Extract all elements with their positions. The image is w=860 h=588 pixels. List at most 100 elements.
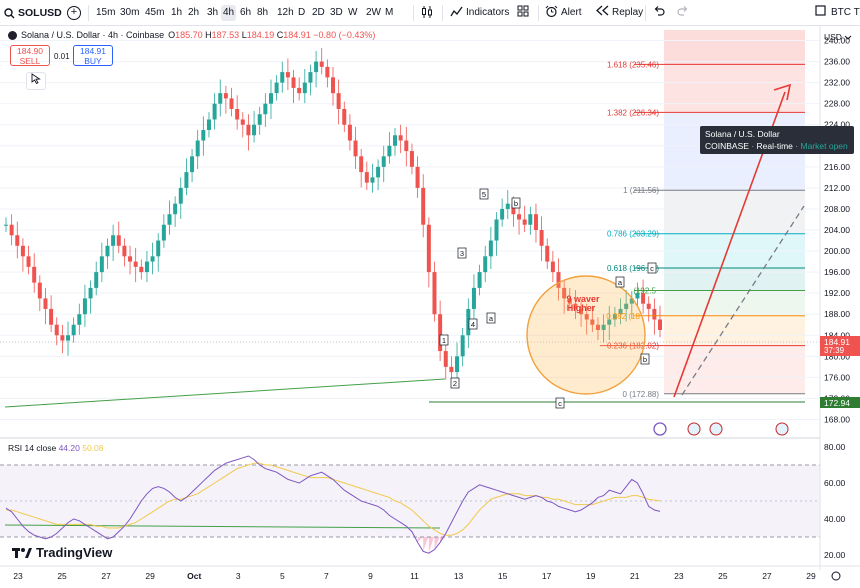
annotation-line2: Higher <box>567 303 596 313</box>
compare-label: BTC T <box>831 7 860 18</box>
candle-body <box>66 335 71 341</box>
candle-up <box>466 298 471 348</box>
price-tick-label: 196.00 <box>824 267 850 277</box>
layouts-button[interactable] <box>517 5 529 21</box>
price-axis-bg[interactable] <box>820 26 860 570</box>
compare-button[interactable]: BTC T <box>815 5 860 21</box>
buy-button[interactable]: 184.91 BUY <box>73 45 113 66</box>
replay-button[interactable]: Replay <box>596 5 643 21</box>
time-axis[interactable]: 23 25 27 29 Oct 3 5 7 9 11 13 15 17 19 21 23 25 27 29 <box>13 571 841 581</box>
interval-45m[interactable]: 45m <box>145 7 165 18</box>
candle-up <box>488 226 493 269</box>
candle-down <box>658 305 662 338</box>
candle-body <box>415 166 420 188</box>
wave-label-3: 3 <box>457 247 467 259</box>
interval-1h[interactable]: 1h <box>171 7 183 18</box>
interval-3d[interactable]: 3D <box>330 7 343 18</box>
us-flag-icon[interactable] <box>709 422 723 436</box>
fib-zone <box>664 315 805 346</box>
fib-label: 0 (172.88) <box>623 390 660 399</box>
close-label: C <box>276 30 284 40</box>
interval-6h[interactable]: 6h <box>240 7 252 18</box>
legend-title: Solana / U.S. Dollar · 4h · Coinbase <box>21 30 165 40</box>
ohlc-values: O185.70 H187.53 L184.19 C184.91 −0.80 (−… <box>168 30 375 40</box>
time-axis-settings[interactable] <box>831 571 841 581</box>
us-flag-icon[interactable] <box>775 422 789 436</box>
candle-body <box>466 308 471 336</box>
wave-label-box <box>640 353 650 365</box>
candle-body <box>268 93 273 104</box>
cursor-tool-button[interactable] <box>26 72 46 90</box>
symbol-search-button[interactable]: SOLUSD <box>4 4 62 22</box>
split-event-icon[interactable] <box>653 422 667 436</box>
candle-down <box>116 221 121 254</box>
candle-down <box>641 279 646 314</box>
add-symbol-button[interactable]: + <box>67 5 81 21</box>
interval-2w[interactable]: 2W <box>366 7 381 18</box>
candle-up <box>624 290 629 322</box>
price-tick-label: 184.00 <box>824 330 850 340</box>
interval-3h[interactable]: 3h <box>207 7 219 18</box>
interval-2d[interactable]: 2D <box>312 7 325 18</box>
candle-up <box>144 251 149 283</box>
sell-button[interactable]: 184.90 SELL <box>10 45 50 66</box>
wave-label-text: 2 <box>453 379 457 388</box>
time-tick-label: 27 <box>762 571 772 581</box>
rsi-trendline[interactable] <box>4 524 441 529</box>
highlight-circle[interactable] <box>526 275 646 395</box>
sell-label: SELL <box>19 55 41 66</box>
wave-label-box <box>486 312 496 324</box>
symbol-legend[interactable]: Solana / U.S. Dollar · 4h · Coinbase O18… <box>8 30 375 40</box>
currency-label[interactable]: USD <box>824 32 842 42</box>
candle-down <box>26 245 31 275</box>
wave-label-4: 4 <box>468 318 478 330</box>
price-tick-label: 208.00 <box>824 204 850 214</box>
candle-up <box>111 224 116 262</box>
interval-30m[interactable]: 30m <box>120 7 140 18</box>
redo-button[interactable] <box>677 5 689 21</box>
candle-body <box>94 272 99 288</box>
candle-body <box>308 72 313 83</box>
rsi-legend[interactable]: RSI 14 close 44.20 50.08 <box>8 443 104 453</box>
indicators-button[interactable]: Indicators <box>450 5 509 21</box>
fibonacci-levels[interactable]: 1.618 (235.46) 1.382 (226.34) 1 (211.56) 0.… <box>600 60 805 399</box>
price-axis[interactable]: 240.00236.00232.00228.00224.00220.00216.… <box>824 36 850 425</box>
price-tick-label: 216.00 <box>824 162 850 172</box>
candle-up <box>455 342 460 380</box>
candle-down <box>517 203 522 235</box>
interval-4h[interactable]: 4h <box>221 5 237 21</box>
candle-body <box>522 219 527 225</box>
interval-8h[interactable]: 8h <box>257 7 269 18</box>
interval-d[interactable]: D <box>298 7 306 18</box>
candle-body <box>49 308 54 325</box>
gear-icon <box>831 571 841 581</box>
wave-label-text: a <box>618 278 623 287</box>
rsi-tick-label: 40.00 <box>824 514 846 524</box>
candle-down <box>246 114 251 151</box>
interval-2h[interactable]: 2h <box>188 7 200 18</box>
wave-label-text: 3 <box>460 249 464 258</box>
support-trendline[interactable] <box>4 378 446 408</box>
candle-up <box>88 280 93 314</box>
close-value: 184.91 <box>283 30 311 40</box>
candle-up <box>150 242 155 275</box>
dashed-projection-line[interactable] <box>681 205 805 396</box>
candle-body <box>381 156 386 167</box>
candle-down <box>409 143 414 175</box>
candle-body <box>133 261 138 267</box>
candle-body <box>4 224 8 226</box>
search-icon <box>4 7 15 18</box>
interval-12h[interactable]: 12h <box>277 7 294 18</box>
interval-15m[interactable]: 15m <box>96 7 116 18</box>
candle-body <box>562 287 567 299</box>
chart-type-button[interactable] <box>421 5 433 21</box>
alert-button[interactable]: Alert <box>545 5 582 21</box>
rsi-axis[interactable]: 80.00 60.00 40.00 20.00 <box>824 442 846 560</box>
candle-up <box>257 106 262 135</box>
undo-icon <box>654 6 665 16</box>
interval-m[interactable]: M <box>385 7 394 18</box>
interval-w[interactable]: W <box>348 7 358 18</box>
us-flag-icon[interactable] <box>687 422 701 436</box>
undo-button[interactable] <box>653 5 665 21</box>
